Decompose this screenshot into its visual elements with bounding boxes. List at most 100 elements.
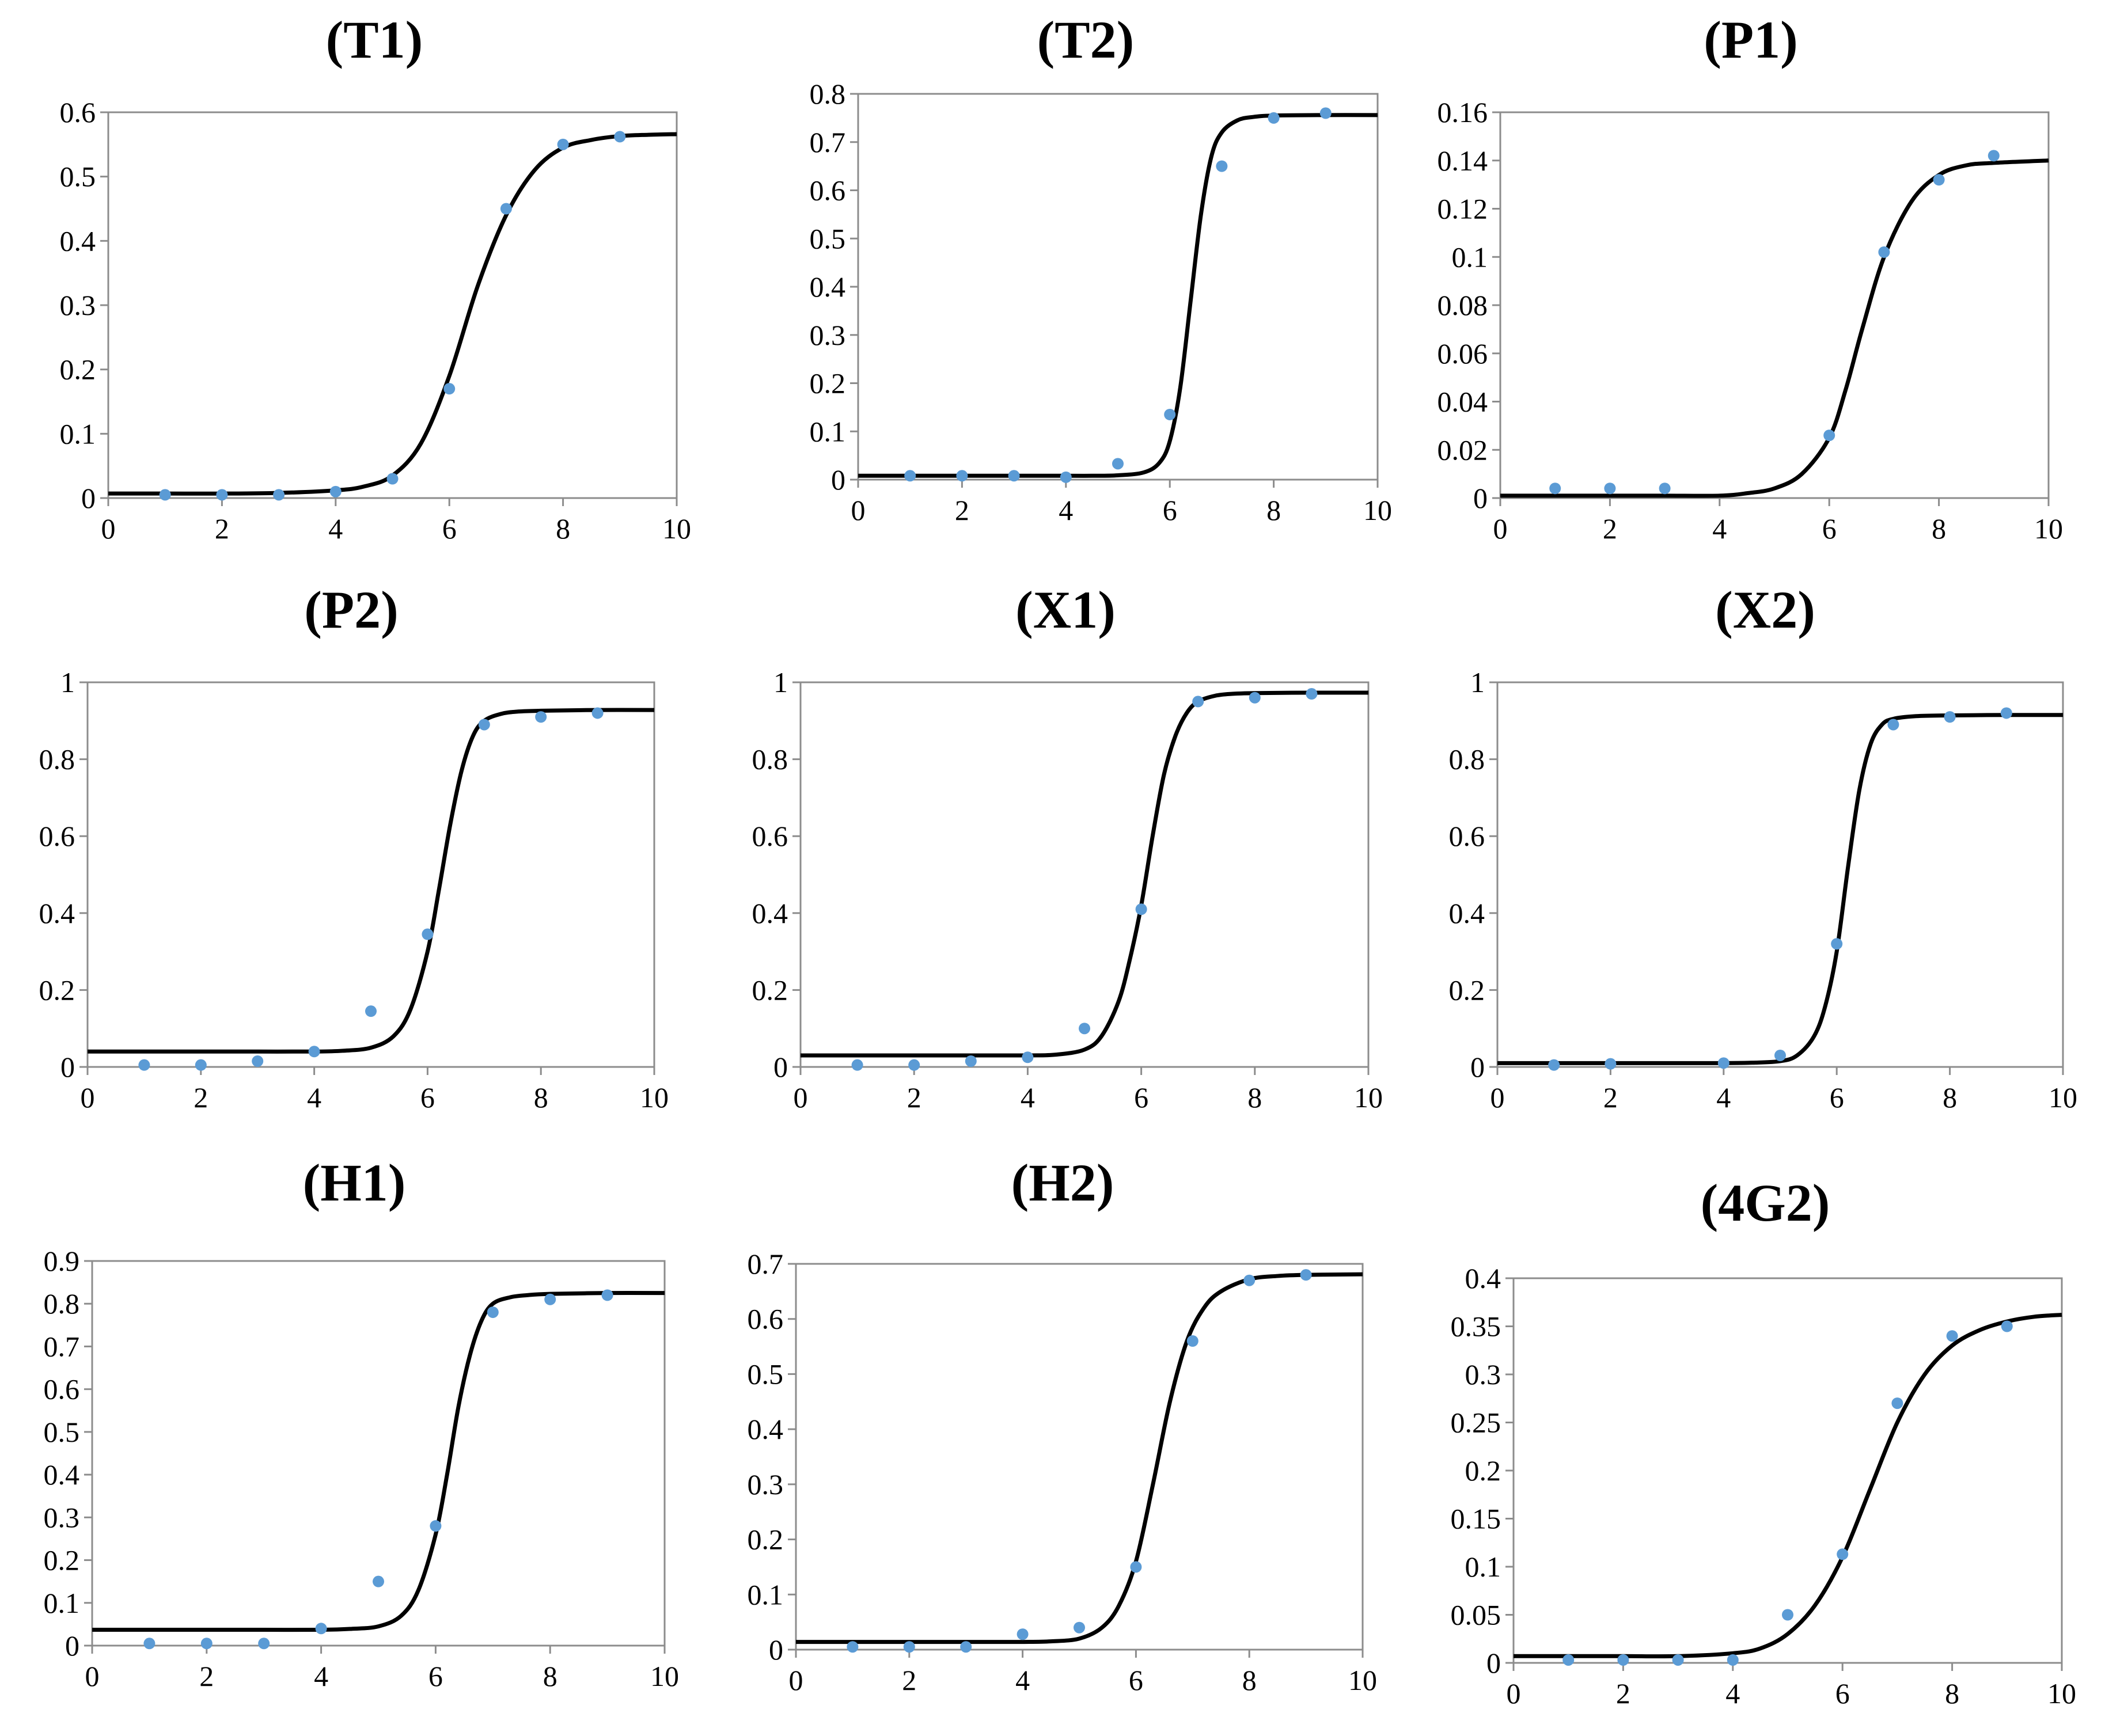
x-tick-label: 8 <box>1247 1081 1262 1114</box>
data-point <box>847 1641 859 1653</box>
data-point <box>258 1638 270 1650</box>
x-tick-label: 6 <box>1163 494 1177 526</box>
data-point <box>315 1623 327 1635</box>
x-tick-label: 6 <box>1830 1081 1844 1114</box>
data-point <box>422 928 434 940</box>
y-tick-label: 0 <box>65 1629 79 1662</box>
y-tick-label: 0.2 <box>1465 1454 1501 1487</box>
data-point <box>851 1059 863 1071</box>
y-tick-label: 0.2 <box>752 974 788 1006</box>
x-tick-label: 8 <box>1242 1664 1257 1696</box>
y-tick-label: 0.3 <box>810 319 846 351</box>
x-tick-label: 2 <box>194 1081 208 1114</box>
data-point <box>1192 696 1204 708</box>
data-point <box>1717 1057 1729 1069</box>
data-point <box>1782 1609 1793 1621</box>
y-tick-label: 0.1 <box>748 1578 784 1610</box>
data-point <box>544 1293 556 1305</box>
data-point <box>1831 938 1843 950</box>
x-tick-label: 8 <box>1932 512 1946 545</box>
y-tick-label: 1 <box>60 666 75 698</box>
x-tick-label: 8 <box>1266 494 1281 526</box>
y-tick-label: 0.12 <box>1438 193 1488 225</box>
data-point <box>1268 112 1280 124</box>
data-point <box>1306 688 1318 700</box>
data-point <box>1548 1059 1560 1071</box>
y-tick-label: 0.3 <box>1465 1358 1501 1391</box>
chart-panel: (4G2) 0 0.05 0.1 0.15 0.2 0.25 0.3 0.35 0.4 0 2 4 6 8 1… <box>1451 1173 2077 1710</box>
y-tick-label: 0 <box>773 1051 788 1083</box>
chart-panel: (P2)00.20.40.60.810 2 4 6 8 10 <box>39 580 669 1114</box>
y-tick-label: 0.4 <box>810 271 846 303</box>
y-tick-label: 1 <box>1470 666 1485 698</box>
chart-title: (X2) <box>1715 580 1815 639</box>
data-point <box>1079 1023 1090 1035</box>
y-tick-label: 0.25 <box>1451 1407 1501 1439</box>
y-tick-label: 0.9 <box>44 1245 80 1277</box>
y-tick-label: 0.8 <box>810 78 846 110</box>
x-tick-label: 10 <box>2034 512 2063 545</box>
chart-title: (P2) <box>304 580 398 639</box>
x-tick-label: 0 <box>1490 1081 1505 1114</box>
x-tick-label: 10 <box>2047 1677 2076 1710</box>
fit-curve <box>92 1291 665 1632</box>
data-point <box>903 1641 915 1653</box>
data-point <box>138 1059 150 1071</box>
data-point <box>1186 1335 1198 1347</box>
chart-title: (T1) <box>326 10 423 69</box>
chart-panel: (H2) 0 0.1 0.2 0.3 0.4 0.5 0.6 0.7 0 2 4 6 8 10 <box>748 1153 1378 1696</box>
data-point <box>1300 1269 1312 1281</box>
data-point <box>960 1641 972 1653</box>
x-tick-label: 10 <box>650 1660 679 1692</box>
data-point <box>1774 1049 1786 1061</box>
x-tick-label: 2 <box>955 494 969 526</box>
y-tick-label: 0 <box>831 464 845 496</box>
x-tick-label: 4 <box>328 512 343 545</box>
y-tick-label: 0.3 <box>44 1501 80 1533</box>
y-tick-label: 0.4 <box>39 897 75 929</box>
x-tick-label: 4 <box>1015 1664 1030 1696</box>
y-tick-label: 0.4 <box>1465 1262 1501 1294</box>
x-tick-label: 10 <box>662 512 691 545</box>
chart-title: (4G2) <box>1701 1173 1830 1232</box>
plot-area-border <box>1496 681 2064 1068</box>
y-tick-label: 0.4 <box>60 225 96 257</box>
x-tick-label: 0 <box>789 1664 803 1696</box>
y-tick-label: 0.6 <box>748 1303 784 1335</box>
data-point <box>1060 471 1072 483</box>
data-point <box>216 489 228 501</box>
x-tick-label: 0 <box>81 1081 95 1114</box>
data-point <box>500 203 512 215</box>
x-tick-label: 0 <box>1507 1677 1521 1710</box>
y-tick-label: 0.14 <box>1438 145 1488 177</box>
x-tick-label: 4 <box>1021 1081 1035 1114</box>
x-tick-label: 4 <box>1725 1677 1740 1710</box>
y-tick-label: 0 <box>81 482 96 514</box>
x-tick-label: 6 <box>1134 1081 1148 1114</box>
x-tick-label: 4 <box>1712 512 1727 545</box>
data-point <box>1659 483 1671 495</box>
plot-area-border <box>91 1260 666 1647</box>
fit-curve <box>87 708 655 1054</box>
data-point <box>200 1638 213 1650</box>
plot-area-border <box>799 681 1370 1068</box>
data-point <box>365 1005 377 1017</box>
data-point <box>1074 1621 1085 1634</box>
data-point <box>373 1575 384 1587</box>
data-point <box>535 711 547 723</box>
data-point <box>1617 1654 1629 1666</box>
fit-curve <box>858 113 1378 478</box>
y-tick-label: 0.6 <box>810 174 846 207</box>
x-tick-label: 2 <box>1603 512 1617 545</box>
y-tick-label: 0.3 <box>748 1468 784 1501</box>
data-point <box>308 1046 320 1058</box>
y-tick-label: 0.2 <box>44 1544 80 1577</box>
y-tick-label: 0.5 <box>44 1416 80 1448</box>
data-point <box>273 489 285 501</box>
data-point <box>965 1055 977 1067</box>
y-tick-label: 0.4 <box>1449 897 1485 929</box>
x-tick-label: 0 <box>85 1660 100 1692</box>
chart-title: (P1) <box>1704 10 1797 69</box>
data-point <box>1164 408 1176 420</box>
